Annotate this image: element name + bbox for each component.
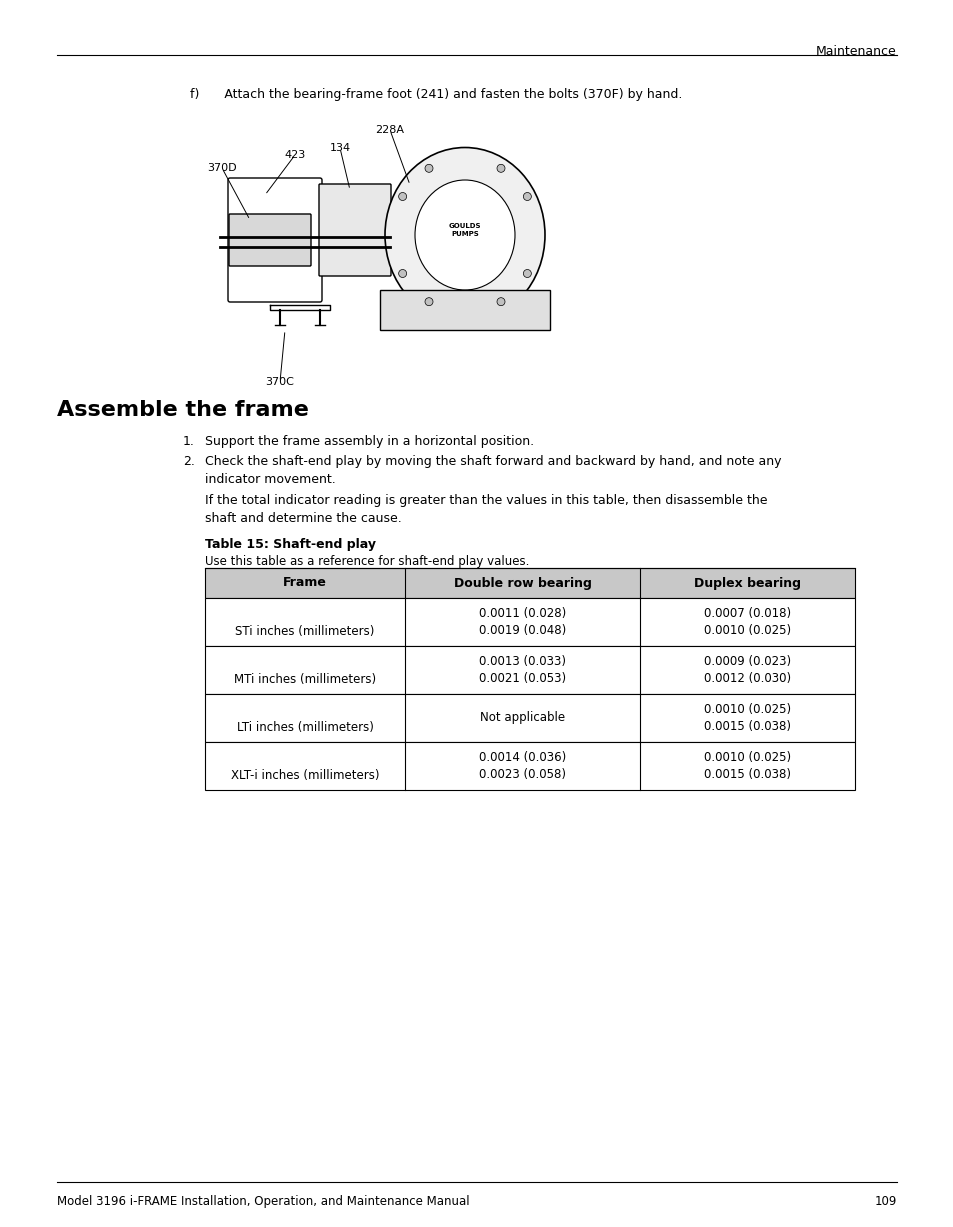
Text: 134: 134 (329, 144, 350, 153)
Text: Not applicable: Not applicable (479, 712, 564, 724)
Bar (205, 694, 854, 742)
Text: Use this table as a reference for shaft-end play values.: Use this table as a reference for shaft-… (205, 555, 529, 568)
Text: Model 3196 i-FRAME Installation, Operation, and Maintenance Manual: Model 3196 i-FRAME Installation, Operati… (57, 1195, 469, 1209)
Text: 228A: 228A (375, 125, 404, 135)
Text: 370D: 370D (207, 163, 236, 173)
Text: Duplex bearing: Duplex bearing (693, 577, 801, 589)
Text: If the total indicator reading is greater than the values in this table, then di: If the total indicator reading is greate… (205, 494, 767, 507)
FancyBboxPatch shape (228, 178, 322, 302)
Text: 0.0011 (0.028)
0.0019 (0.048): 0.0011 (0.028) 0.0019 (0.048) (478, 607, 565, 637)
Text: Support the frame assembly in a horizontal position.: Support the frame assembly in a horizont… (205, 436, 534, 448)
Circle shape (424, 164, 433, 172)
Circle shape (398, 270, 406, 277)
Bar (205, 645, 854, 694)
Circle shape (398, 193, 406, 200)
Text: STi inches (millimeters): STi inches (millimeters) (235, 625, 375, 638)
Text: 109: 109 (874, 1195, 896, 1209)
Bar (205, 742, 854, 790)
Text: Assemble the frame: Assemble the frame (57, 400, 309, 420)
Circle shape (523, 270, 531, 277)
Text: 0.0009 (0.023)
0.0012 (0.030): 0.0009 (0.023) 0.0012 (0.030) (703, 655, 790, 685)
Circle shape (523, 193, 531, 200)
Text: 370C: 370C (265, 377, 294, 387)
Text: f)  Attach the bearing-frame foot (241) and fasten the bolts (370F) by hand.: f) Attach the bearing-frame foot (241) a… (190, 88, 681, 101)
Ellipse shape (385, 147, 544, 323)
Bar (205, 598, 854, 645)
Text: GOULDS
PUMPS: GOULDS PUMPS (448, 223, 480, 237)
FancyBboxPatch shape (318, 184, 391, 276)
Text: shaft and determine the cause.: shaft and determine the cause. (205, 512, 401, 525)
Text: LTi inches (millimeters): LTi inches (millimeters) (236, 721, 373, 734)
Text: Maintenance: Maintenance (816, 45, 896, 58)
Text: Table 15: Shaft-end play: Table 15: Shaft-end play (205, 537, 375, 551)
Circle shape (424, 298, 433, 306)
Text: 2.: 2. (183, 455, 194, 467)
Text: indicator movement.: indicator movement. (205, 472, 335, 486)
Ellipse shape (415, 180, 515, 290)
Text: 0.0010 (0.025)
0.0015 (0.038): 0.0010 (0.025) 0.0015 (0.038) (703, 751, 790, 782)
Bar (205, 568, 854, 598)
Text: MTi inches (millimeters): MTi inches (millimeters) (233, 672, 375, 686)
Text: Double row bearing: Double row bearing (453, 577, 591, 589)
Text: 423: 423 (284, 150, 305, 160)
Text: 0.0014 (0.036)
0.0023 (0.058): 0.0014 (0.036) 0.0023 (0.058) (478, 751, 565, 782)
Circle shape (497, 164, 504, 172)
Text: 0.0013 (0.033)
0.0021 (0.053): 0.0013 (0.033) 0.0021 (0.053) (478, 655, 565, 685)
Circle shape (497, 298, 504, 306)
Text: 0.0007 (0.018)
0.0010 (0.025): 0.0007 (0.018) 0.0010 (0.025) (703, 607, 790, 637)
FancyBboxPatch shape (379, 290, 550, 330)
Text: XLT-i inches (millimeters): XLT-i inches (millimeters) (231, 769, 379, 782)
Text: Check the shaft-end play by moving the shaft forward and backward by hand, and n: Check the shaft-end play by moving the s… (205, 455, 781, 467)
Text: 1.: 1. (183, 436, 194, 448)
Text: Frame: Frame (283, 577, 327, 589)
Text: 0.0010 (0.025)
0.0015 (0.038): 0.0010 (0.025) 0.0015 (0.038) (703, 703, 790, 733)
FancyBboxPatch shape (229, 213, 311, 266)
